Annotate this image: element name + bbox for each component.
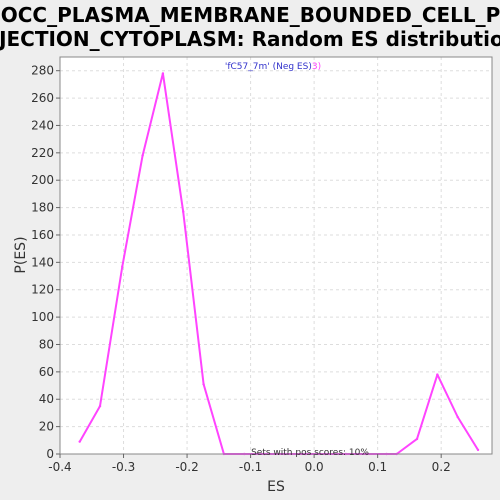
- plot-border: [59, 56, 493, 455]
- data-point: [121, 265, 124, 268]
- x-axis-label: ES: [267, 479, 285, 495]
- y-tick-label: 60: [39, 365, 54, 379]
- data-point: [415, 437, 419, 441]
- legend-suffix: 3): [312, 62, 321, 72]
- y-tick-label: 200: [31, 173, 54, 187]
- y-tick-label: 120: [31, 283, 54, 297]
- chart-title-line-1: GOCC_PLASMA_MEMBRANE_BOUNDED_CELL_PR: [0, 3, 500, 27]
- y-tick-label: 220: [31, 146, 54, 160]
- data-point: [161, 72, 165, 75]
- data-point: [436, 373, 439, 376]
- data-point: [98, 404, 102, 408]
- y-tick-label: 0: [46, 447, 54, 461]
- data-point: [141, 154, 144, 157]
- x-tick-label: 0.2: [432, 460, 451, 474]
- y-tick-label: 280: [31, 64, 54, 78]
- data-point: [202, 382, 205, 386]
- y-tick-label: 40: [39, 392, 54, 406]
- x-tick-label: -0.4: [48, 460, 71, 474]
- y-tick-label: 240: [31, 118, 54, 132]
- y-axis-label: P(ES): [13, 236, 29, 273]
- data-point: [476, 448, 480, 452]
- y-tick-label: 100: [31, 310, 54, 324]
- y-tick-label: 260: [31, 91, 54, 105]
- x-tick-label: -0.1: [239, 460, 262, 474]
- chart-title-line-2: OJECTION_CYTOPLASM: Random ES distributi…: [0, 27, 500, 51]
- plot-area: [60, 57, 492, 454]
- axes: 0 20 40 60 80 100 120 140 160 180 200 220 240 260 280 -…: [31, 64, 451, 474]
- y-tick-label: 140: [31, 255, 54, 269]
- x-tick-label: -0.3: [112, 460, 135, 474]
- x-tick-label: 0.0: [305, 460, 324, 474]
- x-tick-label: -0.2: [175, 460, 198, 474]
- pos-scores-annotation: Sets with pos scores: 10%: [251, 448, 369, 458]
- data-point: [456, 415, 459, 419]
- y-tick-label: 20: [39, 420, 54, 434]
- data-point: [78, 440, 81, 443]
- legend: 'fC57_7m' (Neg ES)3): [225, 62, 321, 72]
- legend-series-label: 'fC57_7m' (Neg ES): [225, 62, 312, 72]
- y-tick-label: 80: [39, 337, 54, 351]
- data-point: [182, 210, 185, 213]
- y-tick-label: 180: [31, 201, 54, 215]
- x-tick-label: 0.1: [368, 460, 387, 474]
- y-tick-label: 160: [31, 228, 54, 242]
